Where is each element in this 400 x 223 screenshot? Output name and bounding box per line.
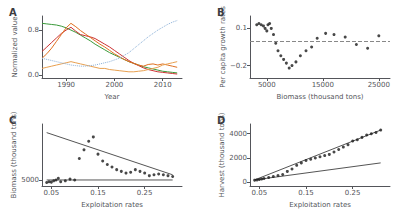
- svg-text:0: 0: [243, 178, 247, 186]
- svg-text:5000: 5000: [258, 81, 276, 89]
- svg-text:0.15: 0.15: [298, 189, 314, 197]
- svg-text:Per capita growth rates: Per capita growth rates: [219, 6, 227, 88]
- svg-text:Normalized value: Normalized value: [11, 16, 19, 77]
- svg-text:Year: Year: [104, 93, 120, 101]
- svg-text:B: B: [217, 7, 225, 18]
- svg-text:1990: 1990: [57, 81, 75, 89]
- svg-text:Harvest (thousand tons): Harvest (thousand tons): [218, 112, 226, 197]
- svg-text:4000: 4000: [229, 130, 247, 138]
- svg-text:15000: 15000: [312, 81, 334, 89]
- svg-text:0.0: 0.0: [28, 71, 39, 79]
- svg-text:0.1: 0.1: [236, 24, 247, 32]
- svg-text:C: C: [9, 115, 16, 126]
- svg-text:2000: 2000: [229, 154, 247, 162]
- svg-text:0.25: 0.25: [137, 189, 153, 197]
- svg-text:Exploitation rates: Exploitation rates: [81, 201, 143, 209]
- svg-text:Biomass (thousand tons): Biomass (thousand tons): [276, 93, 363, 101]
- svg-text:2010: 2010: [154, 81, 172, 89]
- svg-text:Exploitation rates: Exploitation rates: [289, 201, 351, 209]
- svg-text:A: A: [9, 7, 17, 18]
- svg-text:−0.2: −0.2: [230, 62, 247, 70]
- svg-text:Biomass (thousand tons): Biomass (thousand tons): [10, 111, 18, 198]
- svg-text:D: D: [217, 115, 225, 126]
- svg-text:0.15: 0.15: [90, 189, 106, 197]
- svg-text:25000: 25000: [368, 81, 390, 89]
- svg-text:0.25: 0.25: [345, 189, 361, 197]
- svg-text:0.8: 0.8: [28, 26, 39, 34]
- svg-text:2000: 2000: [105, 81, 123, 89]
- svg-text:0.05: 0.05: [44, 189, 60, 197]
- svg-text:5000: 5000: [21, 176, 39, 184]
- svg-text:0.05: 0.05: [252, 189, 268, 197]
